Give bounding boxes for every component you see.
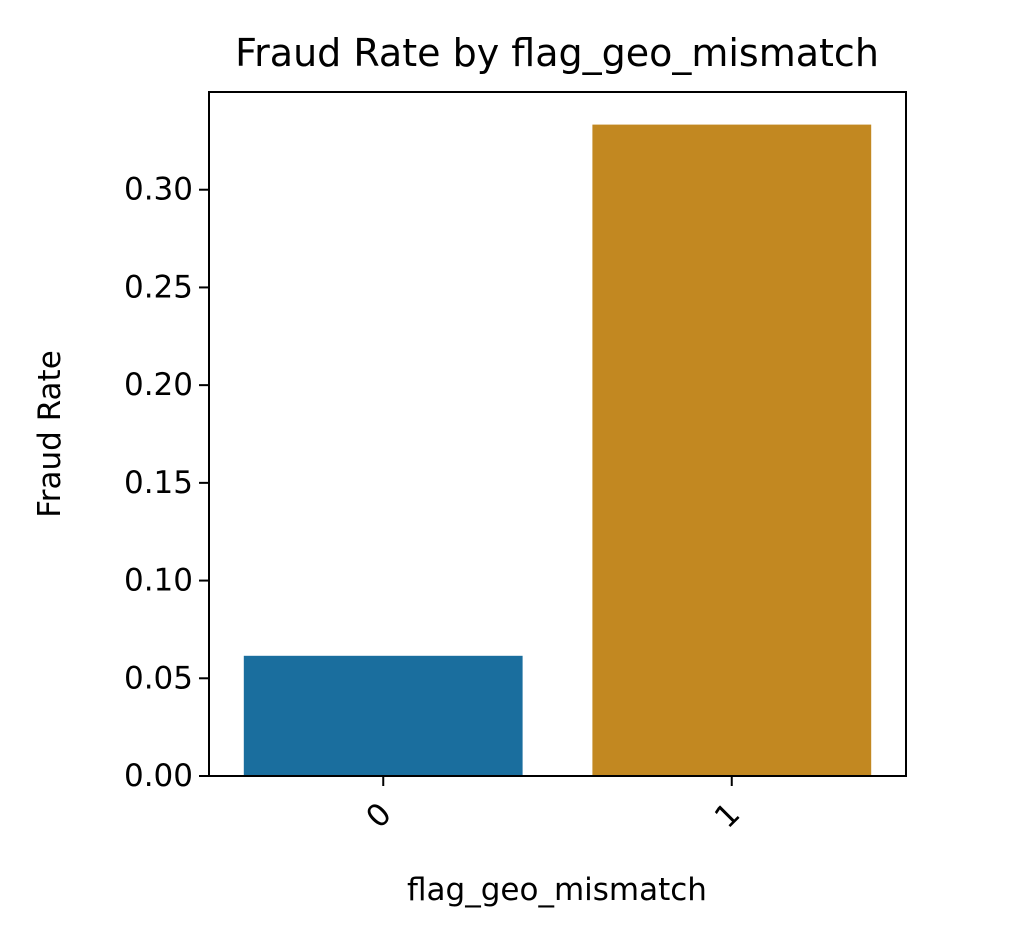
y-tick-label: 0.20 [124, 367, 193, 403]
y-axis-label: Fraud Rate [32, 350, 68, 518]
bar-0 [243, 655, 523, 776]
y-tick-label: 0.00 [124, 758, 193, 794]
y-tick-label: 0.15 [124, 465, 193, 501]
x-tick-label: 0 [359, 796, 398, 835]
bars-group [243, 124, 872, 777]
y-tick-label: 0.10 [124, 563, 193, 599]
y-axis-ticks: 0.00 0.05 0.10 0.15 0.20 0.25 0.30 [124, 172, 209, 794]
plot-frame [208, 91, 907, 777]
bar-1 [592, 124, 872, 777]
y-tick-label: 0.05 [124, 660, 193, 696]
chart-title: Fraud Rate by flag_geo_mismatch [235, 31, 879, 75]
y-tick-label: 0.30 [124, 172, 193, 208]
x-axis-label: flag_geo_mismatch [407, 872, 707, 908]
y-tick-label: 0.25 [124, 269, 193, 305]
x-tick-label: 1 [708, 796, 747, 835]
